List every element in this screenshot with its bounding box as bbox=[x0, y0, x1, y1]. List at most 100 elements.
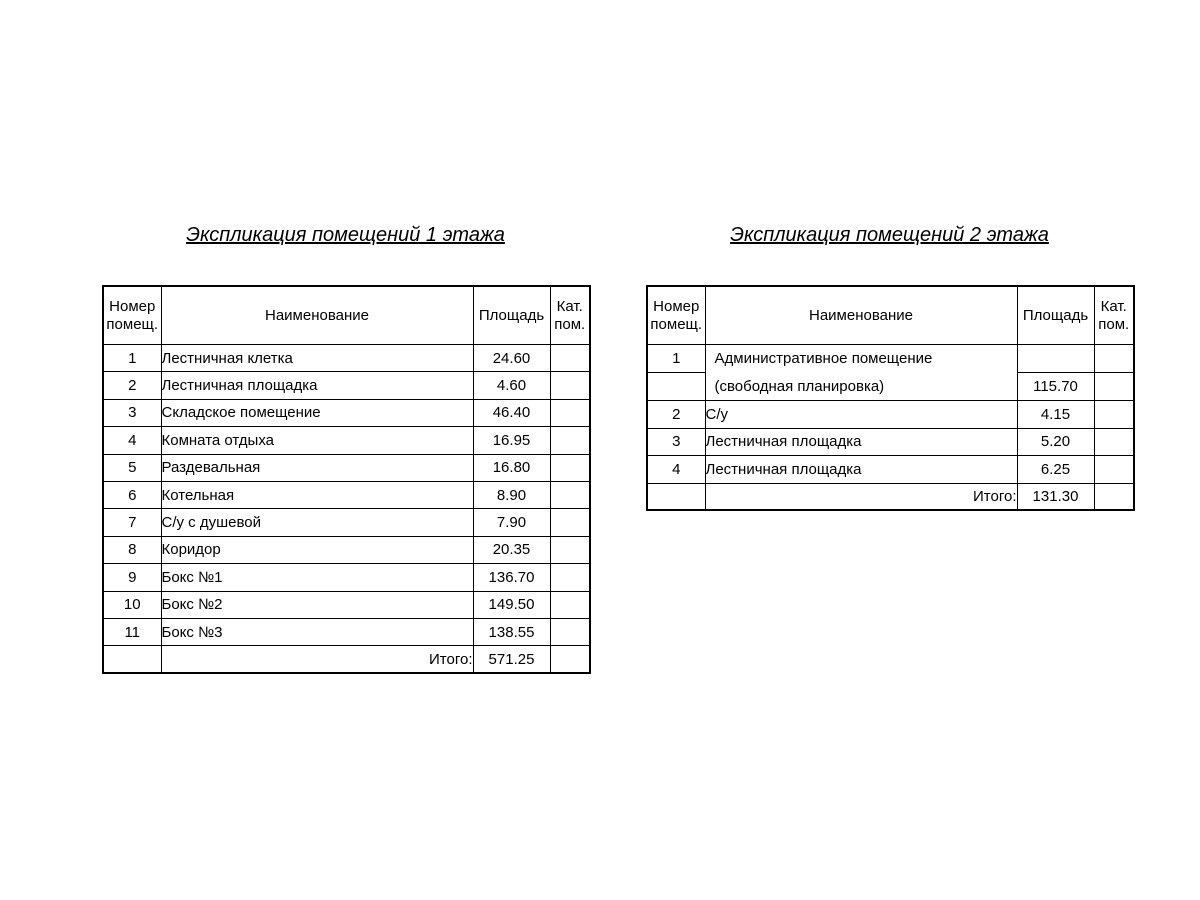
cell-name: Бокс №2 bbox=[160, 590, 474, 619]
cell-area: 6.25 bbox=[1016, 455, 1095, 484]
cell-area: 8.90 bbox=[472, 480, 551, 510]
cell-name: Лестничная клетка bbox=[160, 343, 474, 373]
table-row: 2 Лестничная площадка 4.60 bbox=[102, 371, 591, 400]
cell-number: 4 bbox=[646, 455, 706, 484]
cell-category bbox=[549, 426, 591, 455]
cell-area: 46.40 bbox=[472, 398, 551, 428]
column-header-category: Кат. пом. bbox=[549, 285, 591, 345]
cell-name: Лестничная площадка bbox=[704, 427, 1018, 457]
cell-number: 7 bbox=[102, 508, 162, 537]
column-header-area: Площадь bbox=[472, 285, 551, 345]
floor2-header-row: Номер помещ. Наименование Площадь Кат. п… bbox=[646, 285, 1135, 345]
table-row: 4 Комната отдыха 16.95 bbox=[102, 426, 591, 455]
cell-number: 6 bbox=[102, 480, 162, 510]
floor1-title: Экспликация помещений 1 этажа bbox=[186, 224, 505, 246]
table-row: 11 Бокс №3 138.55 bbox=[102, 617, 591, 647]
cell-category bbox=[549, 371, 591, 400]
cell-name-merged: Административное помещение (свободная пл… bbox=[704, 343, 1018, 402]
cell-category bbox=[549, 508, 591, 537]
cell-area: 4.60 bbox=[472, 371, 551, 400]
table-row: 5 Раздевальная 16.80 bbox=[102, 453, 591, 482]
total-label: Итого: bbox=[704, 482, 1018, 511]
cell-category bbox=[1093, 372, 1135, 402]
column-header-category: Кат. пом. bbox=[1093, 285, 1135, 345]
cell-category bbox=[1093, 343, 1135, 374]
table-row: 7 С/у с душевой 7.90 bbox=[102, 508, 591, 537]
column-header-number: Номер помещ. bbox=[646, 285, 706, 345]
cell-number: 4 bbox=[102, 426, 162, 455]
cell-number bbox=[646, 482, 706, 511]
column-header-number: Номер помещ. bbox=[102, 285, 162, 345]
cell-area: 149.50 bbox=[472, 590, 551, 619]
cell-category bbox=[549, 453, 591, 482]
cell-number: 1 bbox=[646, 343, 706, 374]
cell-category bbox=[1093, 482, 1135, 511]
table-row: 8 Коридор 20.35 bbox=[102, 535, 591, 565]
total-row: Итого: 571.25 bbox=[102, 645, 591, 674]
floor1-header-row: Номер помещ. Наименование Площадь Кат. п… bbox=[102, 285, 591, 345]
cell-area: 20.35 bbox=[472, 535, 551, 565]
cell-category bbox=[549, 480, 591, 510]
cell-number: 11 bbox=[102, 617, 162, 647]
cell-category bbox=[549, 398, 591, 428]
cell-name: Бокс №1 bbox=[160, 563, 474, 592]
column-header-area: Площадь bbox=[1016, 285, 1095, 345]
cell-area: 5.20 bbox=[1016, 427, 1095, 457]
cell-number bbox=[646, 372, 706, 402]
cell-number: 10 bbox=[102, 590, 162, 619]
table-row: 3 Лестничная площадка 5.20 bbox=[646, 427, 1135, 457]
cell-name: Складское помещение bbox=[160, 398, 474, 428]
cell-number bbox=[102, 645, 162, 674]
cell-name: Лестничная площадка bbox=[704, 455, 1018, 484]
cell-number: 1 bbox=[102, 343, 162, 373]
cell-name-line1: Административное помещение bbox=[714, 350, 933, 367]
cell-name: Бокс №3 bbox=[160, 617, 474, 647]
table-row: 10 Бокс №2 149.50 bbox=[102, 590, 591, 619]
cell-area: 138.55 bbox=[472, 617, 551, 647]
table-row: 4 Лестничная площадка 6.25 bbox=[646, 455, 1135, 484]
cell-area: 115.70 bbox=[1016, 372, 1095, 402]
cell-area: 7.90 bbox=[472, 508, 551, 537]
cell-number: 9 bbox=[102, 563, 162, 592]
cell-name: Коридор bbox=[160, 535, 474, 565]
cell-category bbox=[549, 617, 591, 647]
column-header-name: Наименование bbox=[704, 285, 1018, 345]
cell-category bbox=[549, 343, 591, 373]
cell-area: 136.70 bbox=[472, 563, 551, 592]
cell-name-line2: (свободная планировка) bbox=[714, 377, 885, 395]
cell-name: Котельная bbox=[160, 480, 474, 510]
cell-area: 16.95 bbox=[472, 426, 551, 455]
table-row: 2 С/у 4.15 bbox=[646, 400, 1135, 429]
cell-number: 8 bbox=[102, 535, 162, 565]
table-row: 6 Котельная 8.90 bbox=[102, 480, 591, 510]
cell-name: Лестничная площадка bbox=[160, 371, 474, 400]
floor2-title: Экспликация помещений 2 этажа bbox=[730, 224, 1049, 246]
cell-area bbox=[1016, 343, 1095, 374]
floor2-table: Номер помещ. Наименование Площадь Кат. п… bbox=[646, 285, 1135, 512]
cell-number: 2 bbox=[646, 400, 706, 429]
cell-name: Комната отдыха bbox=[160, 426, 474, 455]
cell-name: Раздевальная bbox=[160, 453, 474, 482]
table-row: 3 Складское помещение 46.40 bbox=[102, 398, 591, 428]
total-value: 571.25 bbox=[472, 645, 551, 674]
cell-category bbox=[1093, 400, 1135, 429]
cell-number: 5 bbox=[102, 453, 162, 482]
cell-category bbox=[1093, 427, 1135, 457]
table-row: 9 Бокс №1 136.70 bbox=[102, 563, 591, 592]
total-row: Итого: 131.30 bbox=[646, 482, 1135, 511]
cell-area: 4.15 bbox=[1016, 400, 1095, 429]
cell-area: 24.60 bbox=[472, 343, 551, 373]
cell-category bbox=[549, 645, 591, 674]
cell-category bbox=[549, 535, 591, 565]
cell-name: С/у bbox=[704, 400, 1018, 429]
table-row: 1 Административное помещение (свободная … bbox=[646, 343, 1135, 402]
cell-name: С/у с душевой bbox=[160, 508, 474, 537]
total-value: 131.30 bbox=[1016, 482, 1095, 511]
cell-area: 16.80 bbox=[472, 453, 551, 482]
floor1-table: Номер помещ. Наименование Площадь Кат. п… bbox=[102, 285, 591, 675]
total-label: Итого: bbox=[160, 645, 474, 674]
cell-number: 3 bbox=[646, 427, 706, 457]
table-row: 1 Лестничная клетка 24.60 bbox=[102, 343, 591, 373]
column-header-name: Наименование bbox=[160, 285, 474, 345]
